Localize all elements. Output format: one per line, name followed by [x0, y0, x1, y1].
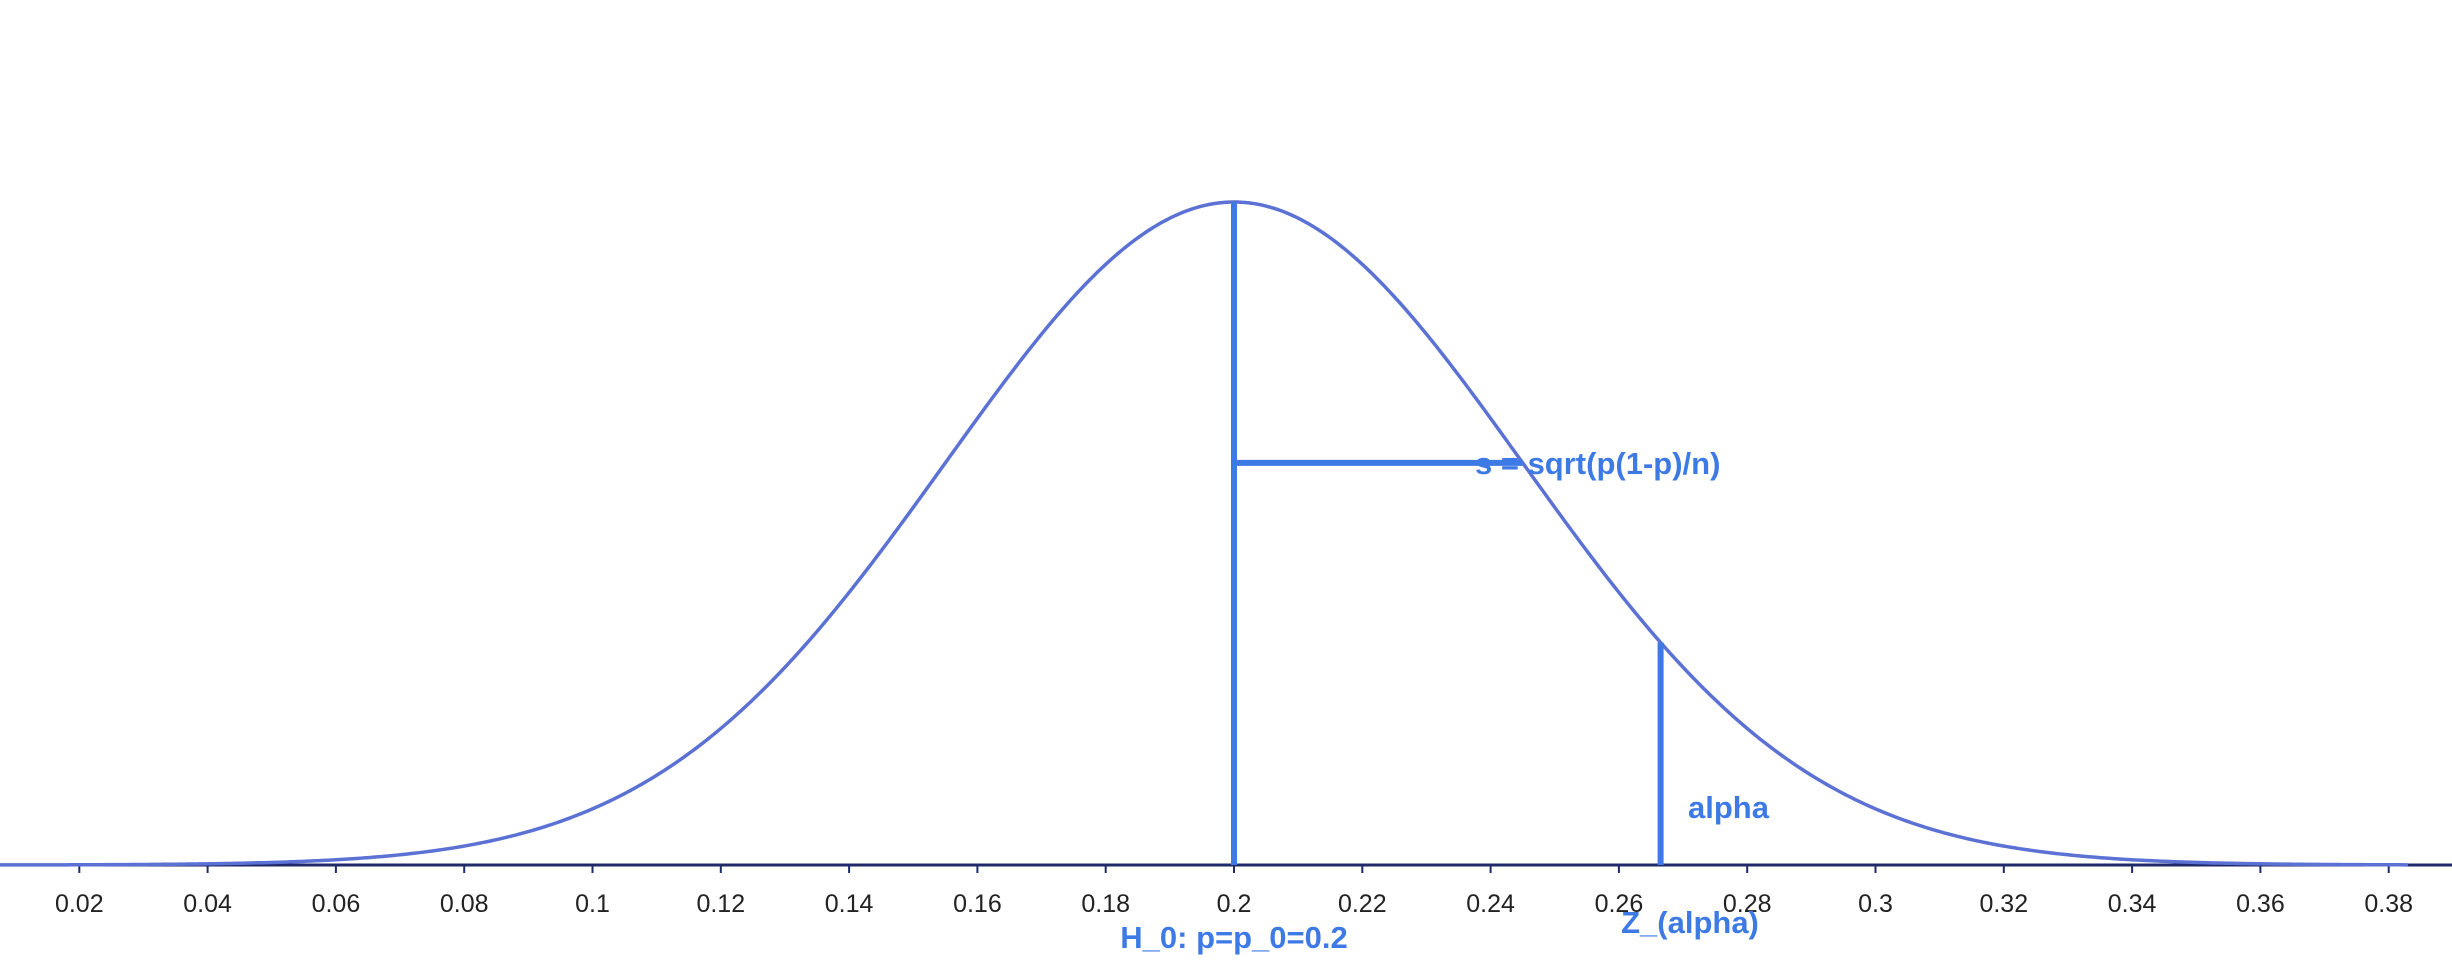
x-tick-label: 0.32 [1979, 890, 2028, 918]
x-tick-label: 0.2 [1217, 890, 1252, 918]
x-tick-label: 0.04 [183, 890, 232, 918]
normal-curve [0, 200, 2408, 867]
x-tick-label: 0.3 [1858, 890, 1893, 918]
x-tick-label: 0.06 [312, 890, 361, 918]
x-tick-label: 0.28 [1723, 890, 1772, 918]
alpha-label: alpha [1688, 790, 1770, 825]
x-tick-label: 0.16 [953, 890, 1002, 918]
x-axis-ticks: 0.02 0.04 0.06 0.08 0.1 0.12 0.14 0.16 0.18 0.2 0.… [55, 865, 2413, 918]
x-tick-label: 0.1 [575, 890, 610, 918]
x-tick-label: 0.02 [55, 890, 104, 918]
x-tick-label: 0.14 [825, 890, 874, 918]
sd-label: s = sqrt(p(1-p)/n) [1475, 446, 1720, 481]
x-tick-label: 0.24 [1466, 890, 1515, 918]
x-tick-label: 0.36 [2236, 890, 2285, 918]
x-tick-label: 0.22 [1338, 890, 1387, 918]
x-tick-label: 0.18 [1081, 890, 1130, 918]
h0-label: H_0: p=p_0=0.2 [1120, 920, 1347, 955]
x-tick-label: 0.08 [440, 890, 489, 918]
z-alpha-label: Z_(alpha) [1621, 905, 1759, 940]
x-tick-label: 0.34 [2108, 890, 2157, 918]
x-tick-label: 0.38 [2364, 890, 2413, 918]
x-tick-label: 0.12 [696, 890, 745, 918]
x-tick-label: 0.26 [1595, 890, 1644, 918]
